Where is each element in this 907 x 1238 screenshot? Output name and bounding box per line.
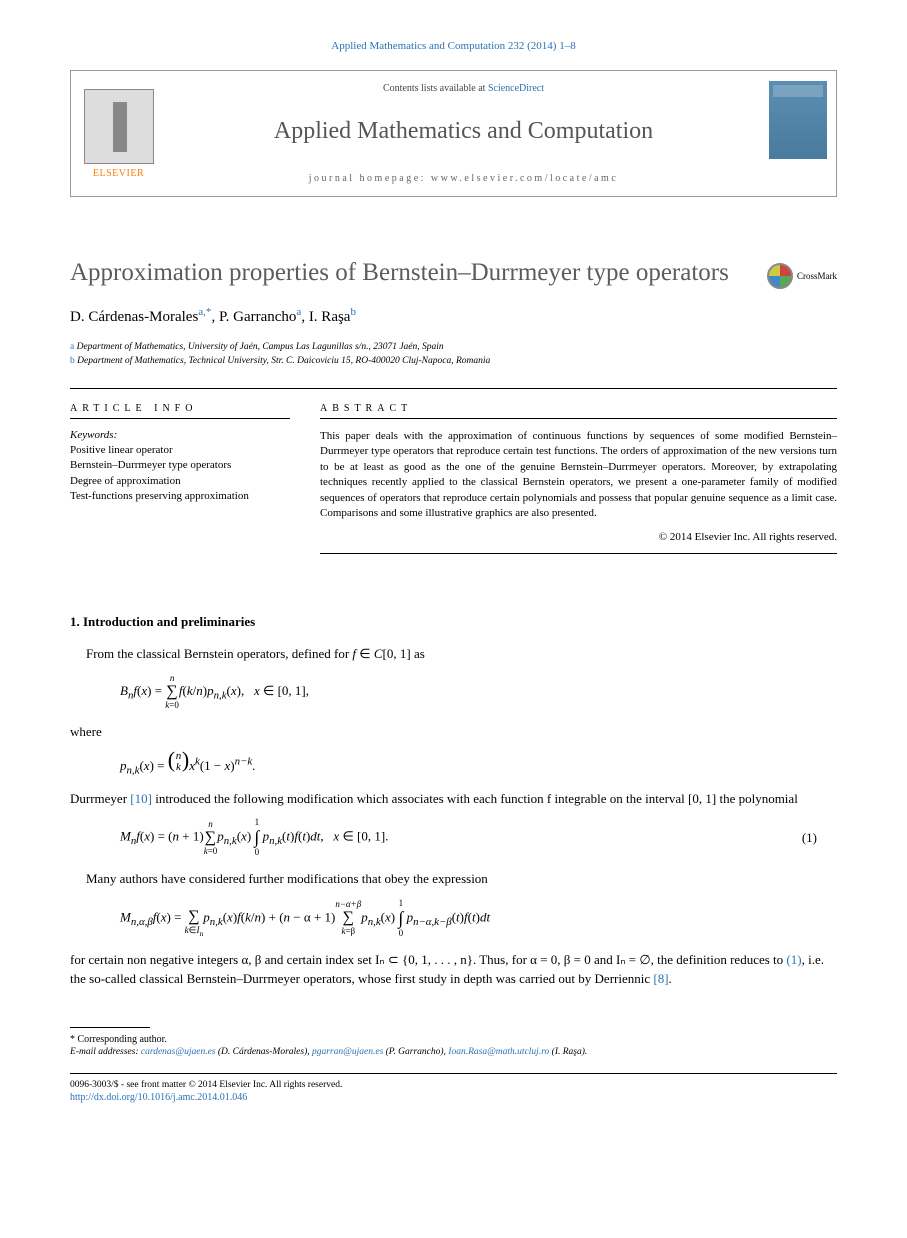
- sciencedirect-link[interactable]: ScienceDirect: [488, 83, 544, 94]
- contents-available: Contents lists available at ScienceDirec…: [176, 83, 751, 94]
- paragraph: for certain non negative integers α, β a…: [70, 950, 837, 989]
- article-info-column: ARTICLE INFO Keywords: Positive linear o…: [70, 403, 290, 564]
- equation-number: (1): [802, 830, 817, 846]
- journal-cover[interactable]: [761, 71, 836, 196]
- email-link[interactable]: Ioan.Rasa@math.utcluj.ro: [448, 1047, 549, 1057]
- affiliations: a Department of Mathematics, University …: [70, 340, 837, 369]
- elsevier-tree-icon: [84, 89, 154, 164]
- email-link[interactable]: cardenas@ujaen.es: [141, 1047, 216, 1057]
- elsevier-label: ELSEVIER: [93, 168, 144, 179]
- equation-ref-link[interactable]: (1): [786, 952, 801, 967]
- equation-mnf: Mnf(x) = (n + 1)n∑k=0pn,k(x) 1∫0 pn,k(t)…: [120, 818, 837, 857]
- paragraph: Durrmeyer [10] introduced the following …: [70, 789, 837, 809]
- email-addresses: E-mail addresses: cardenas@ujaen.es (D. …: [70, 1045, 837, 1059]
- paragraph: where: [70, 722, 837, 742]
- article-info-label: ARTICLE INFO: [70, 403, 290, 414]
- equation-pnk: pn,k(x) = nkxk(1 − x)n−k.: [120, 751, 837, 777]
- journal-header: ELSEVIER Contents lists available at Sci…: [70, 70, 837, 197]
- crossmark-badge[interactable]: CrossMark: [767, 263, 837, 289]
- copyright-line: © 2014 Elsevier Inc. All rights reserved…: [320, 531, 837, 543]
- divider: [70, 1073, 837, 1074]
- reference-link[interactable]: [8]: [653, 971, 668, 986]
- journal-homepage: journal homepage: www.elsevier.com/locat…: [176, 173, 751, 184]
- cover-thumbnail-icon: [769, 81, 827, 159]
- crossmark-icon: [767, 263, 793, 289]
- paragraph: Many authors have considered further mod…: [70, 869, 837, 889]
- abstract-label: ABSTRACT: [320, 403, 837, 414]
- authors-line: D. Cárdenas-Moralesa,*, P. Garranchoa, I…: [70, 306, 837, 326]
- paragraph: From the classical Bernstein operators, …: [70, 644, 837, 664]
- equation-mnab: Mn,α,βf(x) = ∑k∈Inpn,k(x)f(k/n) + (n − α…: [120, 899, 837, 938]
- reference-link[interactable]: [10]: [130, 791, 152, 806]
- divider: [70, 388, 837, 389]
- journal-name: Applied Mathematics and Computation: [176, 118, 751, 145]
- equation-bnf: Bnf(x) = n∑k=0f(k/n)pn,k(x), x ∈ [0, 1],: [120, 674, 837, 710]
- keywords-label: Keywords:: [70, 429, 290, 441]
- keywords-list: Positive linear operator Bernstein–Durrm…: [70, 443, 290, 505]
- doi-link[interactable]: http://dx.doi.org/10.1016/j.amc.2014.01.…: [70, 1092, 837, 1103]
- citation-line: Applied Mathematics and Computation 232 …: [70, 40, 837, 52]
- article-title: Approximation properties of Bernstein–Du…: [70, 257, 747, 290]
- elsevier-logo[interactable]: ELSEVIER: [71, 71, 166, 196]
- issn-line: 0096-3003/$ - see front matter © 2014 El…: [70, 1078, 837, 1092]
- footnote-rule: [70, 1027, 150, 1028]
- section-1-heading: 1. Introduction and preliminaries: [70, 614, 837, 630]
- abstract-column: ABSTRACT This paper deals with the appro…: [320, 403, 837, 564]
- corresponding-author: * Corresponding author.: [70, 1034, 837, 1045]
- abstract-text: This paper deals with the approximation …: [320, 429, 837, 521]
- crossmark-label: CrossMark: [797, 271, 837, 281]
- email-link[interactable]: pgarran@ujaen.es: [312, 1047, 383, 1057]
